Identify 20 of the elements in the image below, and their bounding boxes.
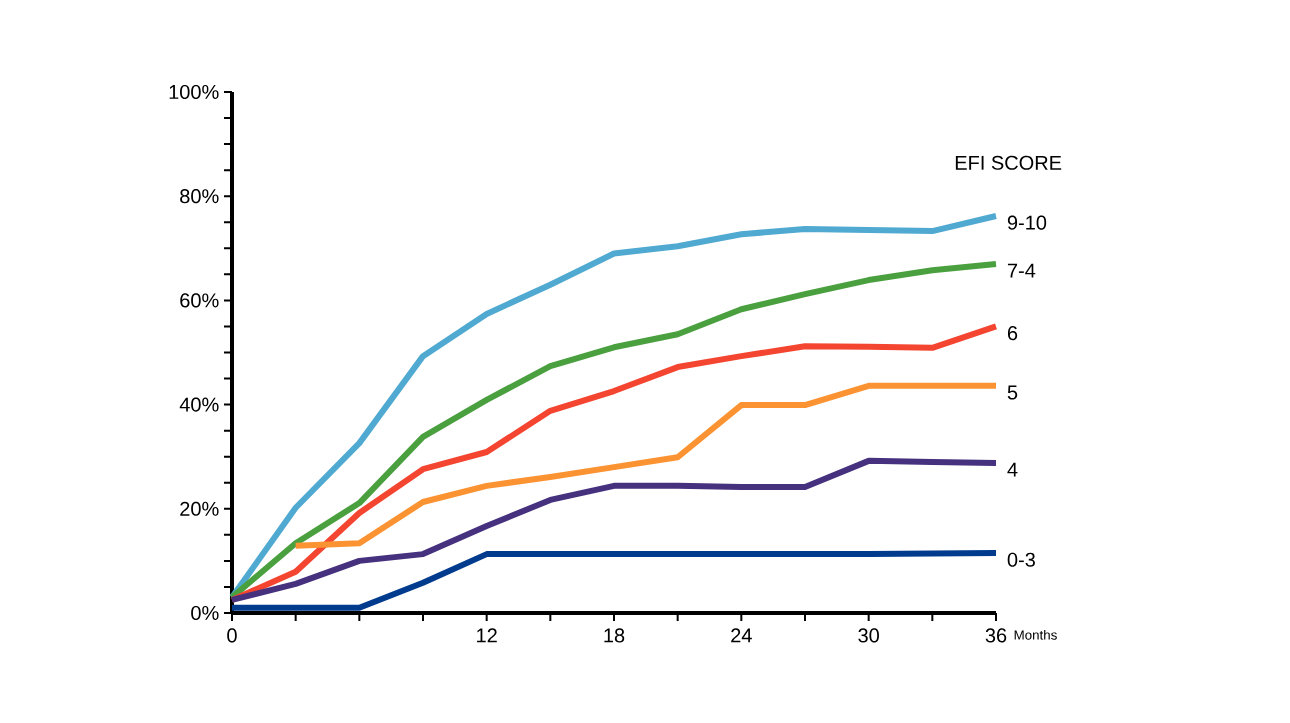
- y-tick-label: 40%: [179, 397, 219, 412]
- y-tick-label: 0%: [191, 605, 219, 621]
- x-tick-label: 0: [227, 628, 237, 643]
- legend-title: EFI SCORE: [955, 155, 1062, 170]
- x-tick-label: 30: [858, 628, 879, 643]
- y-tick-label: 100%: [169, 84, 219, 100]
- series-label: 7-4: [1007, 263, 1036, 278]
- series-label: 4: [1007, 462, 1018, 477]
- y-tick-label: 80%: [180, 189, 219, 204]
- series-label: 6: [1007, 326, 1018, 341]
- series-label: 0-3: [1007, 552, 1035, 567]
- x-tick-label: 36: [985, 628, 1007, 643]
- x-axis-title: Months: [1014, 629, 1057, 640]
- x-tick-label: 18: [604, 628, 625, 643]
- y-tick-label: 20%: [180, 501, 219, 516]
- series-label: 9-10: [1007, 215, 1047, 230]
- x-tick-label: 24: [731, 628, 752, 643]
- x-tick-label: 12: [477, 628, 497, 643]
- series-label: 5: [1007, 385, 1018, 400]
- y-tick-label: 60%: [180, 293, 219, 308]
